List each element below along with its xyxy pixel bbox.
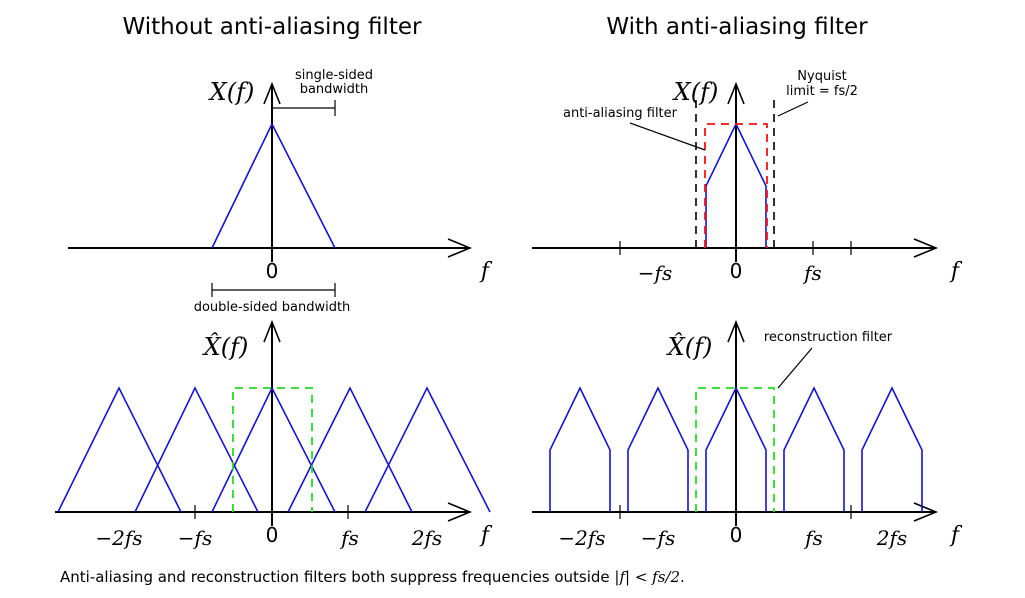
- tick-label-zero-bl: 0: [266, 523, 279, 547]
- reconstruction-filter-label: reconstruction filter: [764, 330, 893, 345]
- axis-label-f-top-right: f: [949, 259, 963, 284]
- axis-label-f-top-left: f: [479, 259, 493, 284]
- x-arrow-bottom-left: [447, 502, 473, 522]
- panel-top-right: X(f) f 0 −fs fs anti-aliasing filter Nyq…: [532, 69, 963, 285]
- figure-caption: Anti-aliasing and reconstruction filters…: [60, 568, 685, 586]
- caption-text-after: .: [680, 568, 685, 586]
- single-sided-label-line2: bandwidth: [300, 82, 369, 97]
- axis-label-x-of-f-right: X(f): [672, 78, 719, 106]
- tick-label-fs-bl: fs: [339, 526, 359, 550]
- nyquist-label-line1: Nyquist: [797, 69, 846, 84]
- replica-plus-1: [287, 386, 413, 513]
- filtered-replica-plus-1: [783, 386, 845, 512]
- title-right: With anti-aliasing filter: [606, 14, 868, 40]
- tick-label-fs-top: fs: [802, 261, 822, 285]
- tick-label-zero-br: 0: [730, 523, 743, 547]
- x-arrow-top-left: [447, 238, 473, 258]
- tick-label-neg-2fs-bl: −2fs: [95, 526, 142, 550]
- replica-plus-2: [364, 386, 491, 513]
- axis-label-f-bottom-left: f: [479, 523, 493, 548]
- x-arrow-top-right: [913, 238, 939, 258]
- double-sided-label: double-sided bandwidth: [194, 300, 351, 315]
- nyquist-leader: [777, 101, 809, 117]
- axis-label-x-hat-of-f-right: X̂(f): [666, 333, 713, 361]
- tick-label-zero: 0: [266, 259, 279, 283]
- replica-0: [211, 386, 336, 513]
- replica-minus-2: [57, 386, 182, 513]
- tick-label-fs-br: fs: [803, 526, 823, 550]
- tick-label-zero-right: 0: [730, 259, 743, 283]
- caption-math: |f| < fs/2: [614, 568, 681, 586]
- y-arrow-top-left: [263, 81, 281, 105]
- title-left: Without anti-aliasing filter: [123, 14, 422, 40]
- tick-label-neg-fs-bl: −fs: [178, 526, 212, 550]
- baseband-spectrum: [211, 122, 336, 249]
- y-arrow-bottom-left: [263, 319, 281, 343]
- anti-aliasing-filter-leader: [629, 122, 706, 151]
- reconstruction-filter-outline-left: [232, 387, 313, 512]
- replica-minus-1: [134, 386, 259, 513]
- caption-text-before: Anti-aliasing and reconstruction filters…: [60, 568, 615, 586]
- axis-label-x-hat-of-f: X̂(f): [202, 333, 249, 361]
- filtered-replica-minus-2: [549, 386, 611, 512]
- panel-bottom-right: X̂(f) f 0 −2fs −fs fs 2fs reconstruction…: [532, 319, 963, 550]
- tick-label-2fs-br: 2fs: [876, 526, 907, 550]
- single-sided-label-line1: single-sided: [295, 68, 373, 83]
- panel-bottom-left: X̂(f) f 0 −2fs −fs fs 2fs: [55, 319, 493, 550]
- y-arrow-top-right: [727, 81, 745, 105]
- tick-label-neg-fs-top: −fs: [638, 261, 672, 285]
- filtered-replica-minus-1: [627, 386, 689, 512]
- anti-aliasing-filter-outline: [704, 123, 768, 248]
- y-arrow-bottom-right: [727, 319, 745, 343]
- reconstruction-filter-leader: [777, 347, 813, 389]
- axis-label-f-bottom-right: f: [949, 523, 963, 548]
- filtered-replica-plus-2: [861, 386, 923, 512]
- nyquist-label-line2: limit = fs/2: [786, 84, 858, 99]
- panel-top-left: X(f) f 0 single-sided bandwidth double-s…: [68, 68, 493, 315]
- reconstruction-filter-outline-right: [695, 387, 775, 512]
- filtered-replica-0: [705, 386, 767, 512]
- axis-label-x-of-f: X(f): [208, 78, 255, 106]
- tick-label-neg-fs-br: −fs: [641, 526, 675, 550]
- tick-label-2fs-bl: 2fs: [411, 526, 442, 550]
- tick-label-neg-2fs-br: −2fs: [558, 526, 605, 550]
- anti-aliasing-filter-label: anti-aliasing filter: [563, 106, 678, 121]
